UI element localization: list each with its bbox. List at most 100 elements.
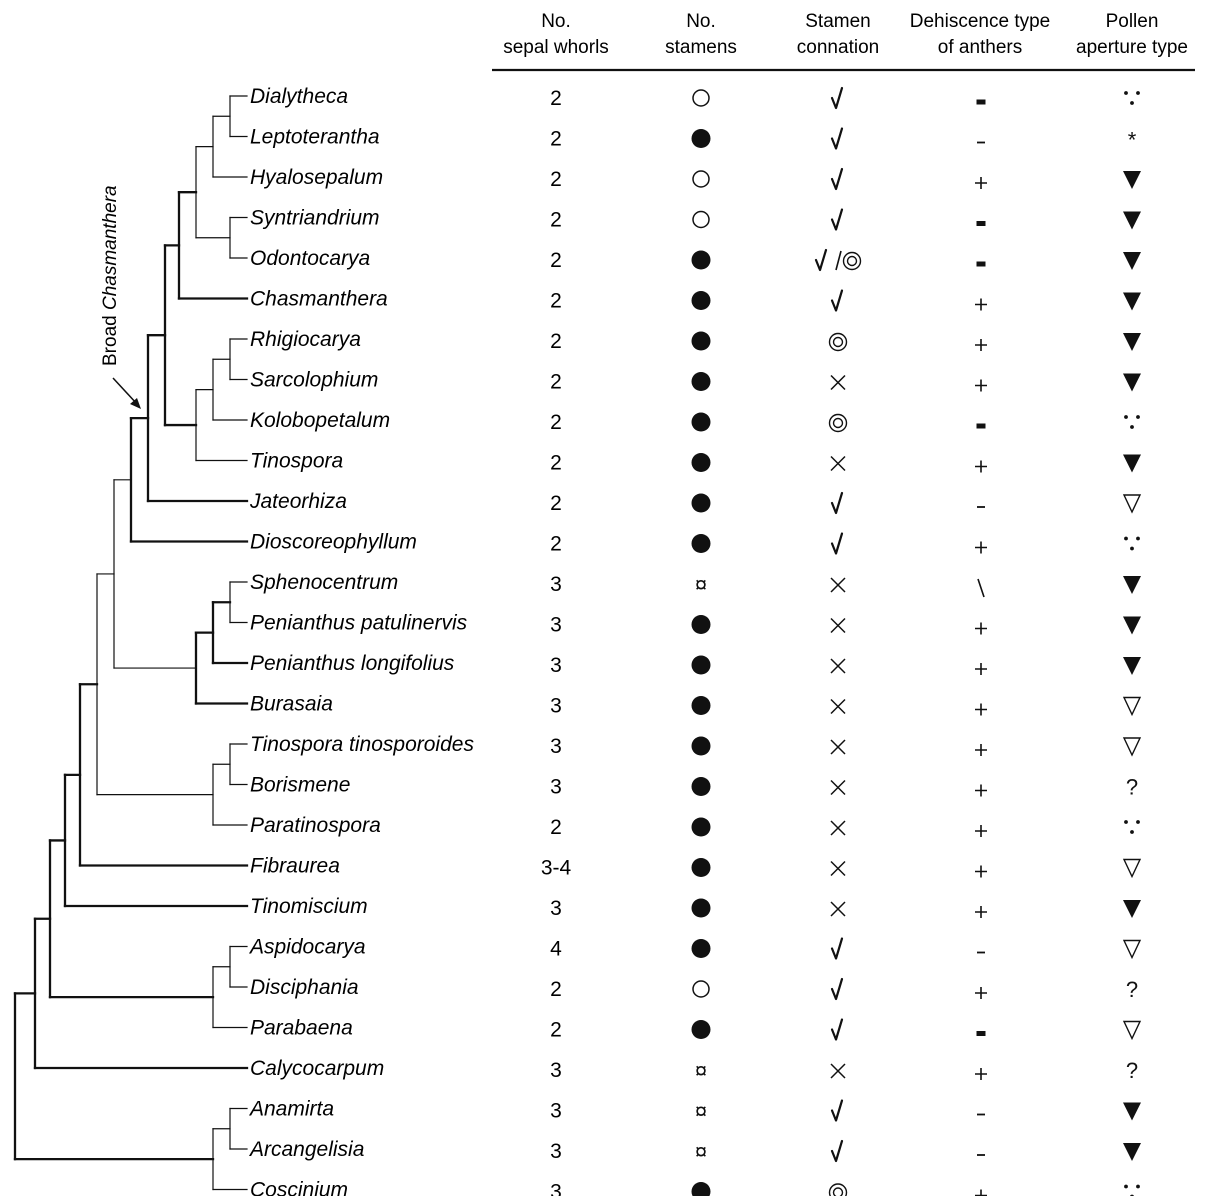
cross-icon [830, 901, 846, 917]
taxon-name: Tinomiscium [250, 895, 368, 918]
double-circle-icon [828, 1183, 848, 1196]
cross-icon [830, 1063, 846, 1079]
taxon-name: Chasmanthera [250, 288, 388, 311]
plus-icon [975, 1068, 987, 1080]
sepal-whorls-value: 3 [550, 776, 562, 799]
taxon-name: Penianthus longifolius [250, 652, 455, 675]
slash-icon [835, 250, 842, 271]
open-circle-icon [692, 980, 710, 998]
plus-icon [975, 987, 987, 999]
taxon-name: Rhigiocarya [250, 328, 361, 351]
filled-triangle-icon [1123, 616, 1141, 635]
check-icon [830, 977, 844, 1001]
taxon-name: Aspidocarya [248, 936, 366, 959]
filled-circle-icon [691, 534, 711, 553]
filled-circle-icon [691, 858, 711, 877]
table-row: Coscinium 3 [250, 1179, 1140, 1196]
filled-circle-icon [691, 372, 711, 391]
filled-triangle-icon [1123, 454, 1141, 473]
taxon-name: Borismene [250, 774, 350, 797]
three-dots-icon [1130, 425, 1134, 429]
taxon-name: Anamirta [248, 1098, 334, 1121]
filled-triangle-icon [1123, 373, 1141, 392]
taxon-name: Syntriandrium [250, 207, 380, 230]
filled-circle-icon [691, 615, 711, 634]
plus-icon [975, 703, 987, 716]
currency-sign-icon: ¤ [695, 1139, 707, 1164]
sepal-whorls-value: 3 [550, 1140, 562, 1163]
three-dots-icon [1124, 91, 1128, 95]
check-icon [830, 86, 844, 110]
taxon-name: Dioscoreophyllum [250, 531, 417, 554]
cross-icon [830, 860, 846, 877]
question-mark-icon: ? [1126, 775, 1138, 800]
currency-sign-icon: ¤ [695, 572, 707, 597]
three-dots-icon [1124, 415, 1128, 419]
three-dots-icon [1136, 1184, 1140, 1189]
header-stamens-line1: No. [686, 11, 716, 32]
table-row: Tinospora tinosporoides 3 [250, 733, 1142, 758]
cross-icon [830, 698, 846, 715]
sepal-whorls-value: 2 [550, 1019, 562, 1042]
filled-triangle-icon [1123, 211, 1141, 230]
three-dots-icon [1136, 536, 1140, 541]
table-row: Leptoterantha 2 * [250, 126, 1137, 153]
header-connation-line1: Stamen [805, 11, 870, 32]
filled-circle-icon [691, 736, 711, 756]
filled-triangle-icon [1123, 576, 1141, 594]
double-circle-inner-icon [846, 255, 858, 267]
minus-bold-icon [976, 1031, 986, 1036]
taxon-name: Tinospora tinosporoides [250, 733, 474, 756]
three-dots-icon [1130, 546, 1134, 551]
open-triangle-icon [1122, 858, 1142, 879]
table-row: Arcangelisia 3 ¤ [248, 1138, 1141, 1164]
open-triangle-icon [1122, 737, 1142, 757]
table-row: Tinospora 2 [250, 450, 1141, 475]
sepal-whorls-value: 3 [550, 654, 562, 677]
sepal-whorls-value: 2 [550, 330, 562, 353]
filled-circle-icon [691, 331, 711, 351]
taxon-name: Burasaia [250, 693, 333, 716]
filled-triangle-icon [1123, 252, 1141, 270]
check-icon [830, 1139, 844, 1163]
check-icon [830, 208, 844, 231]
table-row: Dioscoreophyllum 2 [250, 531, 1140, 556]
filled-triangle-icon [1123, 292, 1141, 311]
filled-circle-icon [691, 1182, 711, 1196]
table-row: Disciphania 2? [250, 976, 1138, 1002]
double-circle-inner-icon [832, 336, 844, 348]
plus-icon [975, 460, 987, 473]
clade-annotation: Broad Chasmanthera [100, 185, 141, 409]
filled-circle-icon [691, 939, 711, 958]
filled-circle-icon [691, 129, 711, 148]
cross-icon [830, 617, 846, 634]
minus-bold-icon [976, 423, 986, 429]
sepal-whorls-value: 3 [550, 695, 562, 718]
table-row: Tinomiscium 3 [250, 895, 1141, 920]
filled-circle-icon [691, 412, 711, 432]
currency-sign-icon: ¤ [695, 1099, 707, 1124]
filled-circle-icon [691, 1020, 711, 1039]
table-row: Aspidocarya 4 [248, 936, 1142, 961]
sepal-whorls-value: 2 [550, 87, 562, 110]
taxon-name: Leptoterantha [250, 126, 380, 149]
sepal-whorls-value: 2 [550, 249, 562, 272]
table-row: Sphenocentrum 3 ¤ [250, 571, 1141, 598]
sepal-whorls-value: 3 [550, 735, 562, 758]
open-triangle-icon [1122, 1020, 1142, 1041]
header-pollen-line2: aperture type [1076, 37, 1188, 58]
table-row: Dialytheca 2 [250, 85, 1140, 110]
table-row: Burasaia 3 [250, 693, 1142, 718]
taxon-name: Calycocarpum [250, 1057, 384, 1080]
filled-triangle-icon [1123, 1143, 1141, 1161]
taxon-name: Disciphania [250, 976, 359, 999]
open-triangle-icon [1122, 494, 1142, 514]
sepal-whorls-value: 2 [550, 371, 562, 394]
filled-circle-icon [691, 493, 711, 513]
sepal-whorls-value: 2 [550, 209, 562, 232]
table-row: Jateorhiza 2 [249, 490, 1142, 515]
cross-icon [830, 739, 846, 755]
clade-label-genus: Chasmanthera [100, 185, 121, 310]
